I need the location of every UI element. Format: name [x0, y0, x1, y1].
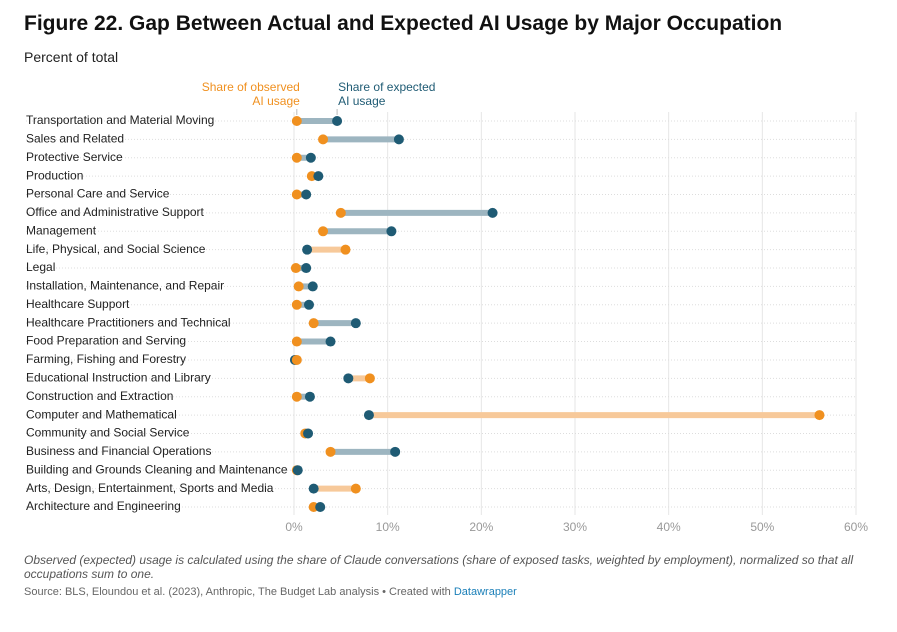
category-label: Business and Financial Operations: [26, 444, 211, 458]
dot: [390, 446, 401, 457]
dot: [291, 189, 302, 200]
source-text: Source: BLS, Eloundou et al. (2023), Ant…: [24, 586, 454, 598]
legend-entry: Share of expected AI usage: [338, 80, 436, 108]
category-label: Arts, Design, Entertainment, Sports and …: [26, 481, 274, 495]
category-label: Community and Social Service: [26, 426, 190, 440]
dot: [291, 299, 302, 310]
dot: [291, 116, 302, 126]
dot: [325, 446, 336, 457]
dot: [386, 226, 397, 237]
dot: [301, 263, 312, 274]
dot: [304, 391, 315, 402]
dot: [292, 465, 303, 476]
dot: [335, 207, 346, 218]
dot: [305, 152, 316, 163]
dot: [291, 354, 302, 365]
dot: [363, 410, 374, 421]
dot: [291, 391, 302, 402]
dot: [302, 244, 313, 255]
dot: [308, 483, 319, 494]
dot: [364, 373, 375, 384]
dot: [393, 134, 404, 145]
dot: [318, 134, 329, 145]
x-tick-label: 20%: [469, 520, 493, 534]
dot: [350, 483, 361, 494]
dot: [343, 373, 354, 384]
x-tick-label: 50%: [750, 520, 774, 534]
category-label: Sales and Related: [26, 132, 124, 146]
legend-entry: Share of observed AI usage: [201, 80, 300, 108]
dot: [350, 318, 361, 329]
dot: [487, 207, 498, 218]
footnote: Observed (expected) usage is calculated …: [24, 553, 854, 581]
dot: [332, 116, 343, 126]
category-label: Life, Physical, and Social Science: [26, 242, 206, 256]
category-label: Personal Care and Service: [26, 187, 170, 201]
dot: [290, 263, 301, 274]
x-tick-label: 30%: [563, 520, 587, 534]
x-tick-label: 60%: [844, 520, 868, 534]
x-tick-label: 10%: [376, 520, 400, 534]
category-label: Healthcare Practitioners and Technical: [26, 315, 231, 329]
category-label: Production: [26, 168, 83, 182]
category-label: Architecture and Engineering: [26, 499, 181, 513]
chart-title: Figure 22. Gap Between Actual and Expect…: [24, 12, 783, 35]
dot: [315, 501, 326, 512]
x-tick-label: 0%: [285, 520, 303, 534]
category-label: Installation, Maintenance, and Repair: [26, 279, 224, 293]
category-label: Building and Grounds Cleaning and Mainte…: [26, 462, 288, 476]
dot: [291, 152, 302, 163]
category-label: Management: [26, 223, 97, 237]
category-label: Protective Service: [26, 150, 123, 164]
dot: [303, 299, 314, 310]
dot: [291, 336, 302, 347]
dot: [325, 336, 336, 347]
dot: [308, 318, 319, 329]
category-label: Computer and Mathematical: [26, 407, 177, 421]
dot: [293, 281, 304, 292]
category-label: Transportation and Material Moving: [26, 113, 214, 127]
source: Source: BLS, Eloundou et al. (2023), Ant…: [24, 586, 517, 598]
category-label: Farming, Fishing and Forestry: [26, 352, 186, 366]
category-label: Educational Instruction and Library: [26, 370, 211, 384]
chart-subtitle: Percent of total: [24, 49, 119, 65]
chart: 0% 10% 20% 30% 40% 50% 60% Transportation and M…: [26, 109, 868, 534]
category-label: Food Preparation and Serving: [26, 334, 186, 348]
source-link[interactable]: Datawrapper: [453, 586, 517, 598]
dot: [313, 171, 324, 182]
dot: [340, 244, 351, 255]
dot: [307, 281, 318, 292]
category-label: Construction and Extraction: [26, 389, 173, 403]
category-label: Healthcare Support: [26, 297, 130, 311]
dot: [301, 189, 312, 200]
dot: [318, 226, 329, 237]
x-tick-label: 40%: [657, 520, 681, 534]
dot: [303, 428, 314, 439]
category-label: Legal: [26, 260, 55, 274]
category-label: Office and Administrative Support: [26, 205, 205, 219]
dot: [814, 410, 825, 421]
